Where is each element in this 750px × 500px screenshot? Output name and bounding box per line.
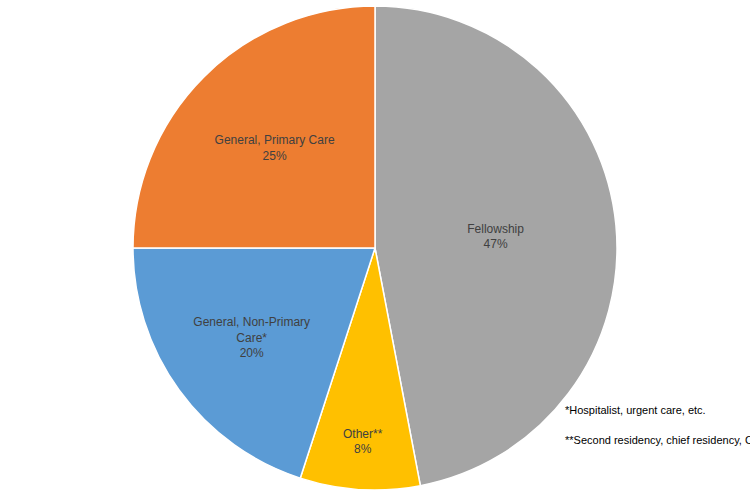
svg-text:Other**8%: Other**8% [343,427,383,457]
svg-text:General, Primary Care25%: General, Primary Care25% [215,133,335,163]
svg-text:Fellowship47%: Fellowship47% [467,222,524,252]
svg-text:General, Non-PrimaryCare*20%: General, Non-PrimaryCare*20% [193,315,310,360]
svg-text:**Second residency, chief resi: **Second residency, chief residency, CDC… [565,434,750,446]
svg-text:*Hospitalist, urgent care, etc: *Hospitalist, urgent care, etc. [565,404,706,416]
